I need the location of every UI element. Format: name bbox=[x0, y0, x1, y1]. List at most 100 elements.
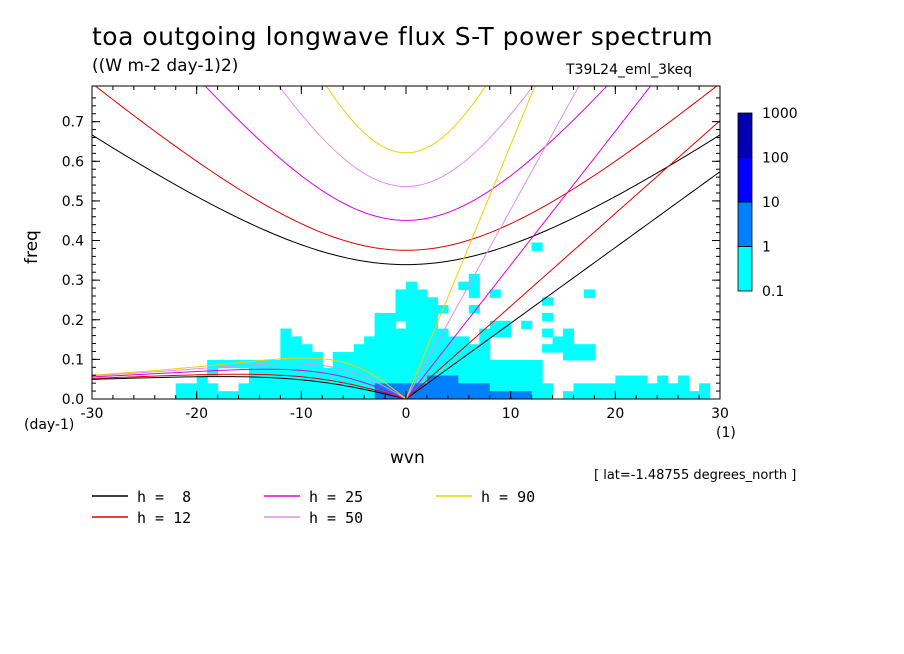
y-tick-label: 0.1 bbox=[62, 352, 84, 368]
heatmap-cell bbox=[385, 336, 397, 345]
heatmap-cell bbox=[385, 312, 397, 322]
heatmap-cell bbox=[458, 344, 470, 353]
heatmap-cell bbox=[489, 367, 501, 377]
heatmap-cell bbox=[426, 391, 438, 399]
heatmap-cell bbox=[311, 359, 323, 369]
heatmap-cell bbox=[385, 328, 397, 337]
heatmap-cell bbox=[374, 367, 386, 377]
heatmap-cell bbox=[479, 352, 491, 361]
heatmap-cell bbox=[667, 391, 679, 399]
heatmap-cell bbox=[416, 359, 428, 369]
heatmap-cell bbox=[458, 367, 470, 377]
heatmap-cell bbox=[353, 344, 365, 353]
heatmap-cell bbox=[175, 383, 187, 392]
run-label: T39L24_eml_3keq bbox=[566, 62, 693, 78]
heatmap-cell bbox=[353, 367, 365, 377]
heatmap-cell bbox=[437, 359, 449, 369]
heatmap-cell bbox=[395, 375, 407, 384]
heatmap-cell bbox=[228, 359, 240, 369]
heatmap-cell bbox=[563, 344, 575, 353]
heatmap-cell bbox=[364, 375, 376, 384]
heatmap-cell bbox=[500, 320, 512, 330]
heatmap-cell bbox=[343, 352, 355, 361]
heatmap-cell bbox=[406, 367, 418, 377]
heatmap-cell bbox=[678, 391, 690, 399]
colorbar-swatch bbox=[737, 246, 753, 292]
heatmap-cell bbox=[563, 328, 575, 337]
heatmap-cell bbox=[353, 375, 365, 384]
heatmap-cell bbox=[583, 344, 595, 353]
heatmap-cell bbox=[395, 383, 407, 392]
y-tick-label: 0.5 bbox=[62, 194, 84, 210]
heatmap-cell bbox=[364, 344, 376, 353]
heatmap-cell bbox=[437, 336, 449, 345]
x-axis-unit: (1) bbox=[716, 425, 736, 441]
heatmap-cell bbox=[489, 383, 501, 392]
heatmap-cell bbox=[374, 312, 386, 322]
heatmap-cell bbox=[343, 367, 355, 377]
heatmap-cell bbox=[406, 352, 418, 361]
legend-label: h = 50 bbox=[309, 509, 363, 527]
heatmap-cell bbox=[332, 359, 344, 369]
heatmap-cell bbox=[395, 336, 407, 345]
heatmap-cell bbox=[374, 344, 386, 353]
x-tick-label: -30 bbox=[81, 406, 104, 422]
heatmap-cell bbox=[625, 375, 637, 384]
heatmap-cell bbox=[207, 383, 219, 392]
heatmap-cell bbox=[217, 391, 229, 399]
heatmap-cell bbox=[364, 383, 376, 392]
heatmap-cell bbox=[374, 320, 386, 330]
heatmap-cell bbox=[301, 375, 313, 384]
heatmap-cell bbox=[280, 328, 292, 337]
heatmap-cell bbox=[667, 383, 679, 392]
latitude-label: [ lat=-1.48755 degrees_north ] bbox=[594, 468, 797, 483]
heatmap-cell bbox=[416, 305, 428, 314]
heatmap-cell bbox=[426, 383, 438, 392]
heatmap-cell bbox=[395, 297, 407, 306]
heatmap-cell bbox=[510, 383, 522, 392]
heatmap-cell bbox=[479, 367, 491, 377]
heatmap-cell bbox=[468, 367, 480, 377]
heatmap-cell bbox=[406, 289, 418, 298]
heatmap-cell bbox=[521, 375, 533, 384]
heatmap-cell bbox=[479, 328, 491, 337]
heatmap-cell bbox=[510, 375, 522, 384]
heatmap-cell bbox=[301, 383, 313, 392]
heatmap-cell bbox=[259, 383, 271, 392]
heatmap-cell bbox=[343, 391, 355, 399]
heatmap-cell bbox=[563, 391, 575, 399]
heatmap-cell bbox=[468, 391, 480, 399]
heatmap-cell bbox=[238, 391, 250, 399]
heatmap-cell bbox=[332, 375, 344, 384]
heatmap-cell bbox=[374, 383, 386, 392]
heatmap-cell bbox=[353, 352, 365, 361]
x-tick-label: 20 bbox=[606, 406, 624, 422]
heatmap-cell bbox=[406, 375, 418, 384]
heatmap-cell bbox=[301, 367, 313, 377]
heatmap-cell bbox=[468, 359, 480, 369]
heatmap-cell bbox=[416, 391, 428, 399]
heatmap-cell bbox=[259, 375, 271, 384]
heatmap-cell bbox=[406, 328, 418, 337]
heatmap-cell bbox=[385, 344, 397, 353]
heatmap-cell bbox=[385, 359, 397, 369]
heatmap-cell bbox=[437, 391, 449, 399]
heatmap-cell bbox=[500, 391, 512, 399]
heatmap-cell bbox=[542, 391, 554, 399]
heatmap-cell bbox=[364, 359, 376, 369]
y-tick-label: 0.7 bbox=[62, 115, 84, 131]
heatmap-cell bbox=[207, 359, 219, 369]
rossby-curve-h50 bbox=[92, 363, 407, 399]
x-tick-label: -20 bbox=[185, 406, 208, 422]
heatmap-cell bbox=[385, 367, 397, 377]
heatmap-cell bbox=[196, 383, 208, 392]
colorbar-label: 0.1 bbox=[762, 284, 784, 300]
gravity-curve-h12 bbox=[94, 86, 718, 251]
colorbar-swatch bbox=[737, 201, 753, 247]
heatmap-cell bbox=[364, 336, 376, 345]
x-tick-label: 0 bbox=[402, 406, 411, 422]
heatmap-cell bbox=[531, 383, 543, 392]
heatmap-cell bbox=[416, 375, 428, 384]
heatmap-cell bbox=[458, 383, 470, 392]
kelvin-curve-h12 bbox=[405, 120, 720, 399]
